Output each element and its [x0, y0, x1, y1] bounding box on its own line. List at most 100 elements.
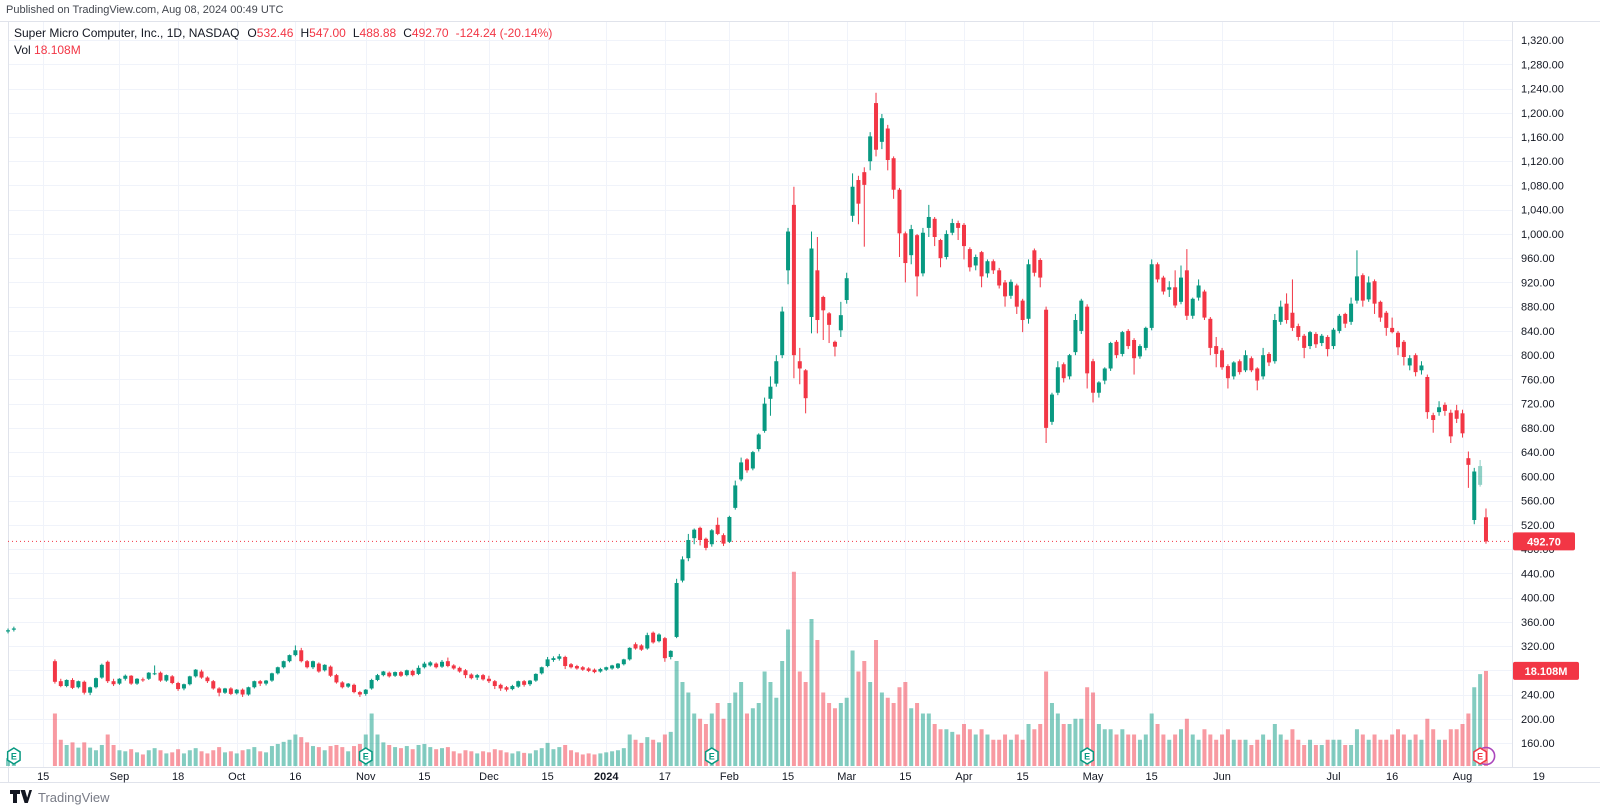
earnings-icon[interactable]: E	[6, 747, 21, 765]
price-tick-label: 1,000.00	[1521, 229, 1564, 241]
candle	[1096, 381, 1101, 398]
candle	[82, 680, 87, 695]
tradingview-brand[interactable]: TradingView	[38, 789, 110, 805]
candle	[1208, 316, 1213, 356]
tradingview-logo-icon[interactable]	[10, 790, 32, 804]
time-tick-label: Oct	[228, 771, 245, 783]
price-tick-label: 920.00	[1521, 277, 1555, 289]
candle	[668, 650, 673, 660]
candle	[1308, 330, 1313, 350]
candle	[1184, 249, 1189, 321]
candle	[1448, 409, 1453, 444]
earnings-icon[interactable]: E	[1080, 747, 1095, 765]
candle	[1331, 327, 1336, 350]
candle	[1014, 283, 1019, 314]
svg-text:E: E	[11, 751, 17, 761]
candle	[1026, 259, 1031, 324]
time-tick-label: Feb	[720, 771, 739, 783]
time-tick-label: 15	[1146, 771, 1158, 783]
candle	[821, 295, 826, 341]
volume-value: 18.108M	[34, 43, 81, 57]
candle	[428, 661, 433, 667]
price-tick-label: 240.00	[1521, 690, 1555, 702]
candle	[357, 690, 362, 697]
candle	[844, 272, 849, 304]
earnings-icon-recent[interactable]: E	[1473, 747, 1488, 765]
candle	[1055, 361, 1060, 396]
candle	[1173, 270, 1178, 308]
candle	[627, 647, 632, 661]
candle	[1266, 352, 1271, 367]
candle	[1108, 341, 1113, 371]
time-tick-label: Sep	[110, 771, 130, 783]
candle	[1396, 330, 1401, 356]
time-tick-label: 15	[1017, 771, 1029, 783]
candle	[1155, 262, 1160, 283]
candle	[956, 220, 961, 241]
candle	[1243, 350, 1248, 373]
candle	[1237, 359, 1242, 375]
candle	[1020, 298, 1025, 333]
candle	[533, 673, 538, 682]
candle	[551, 656, 556, 662]
candle	[1319, 333, 1324, 347]
candle	[1478, 459, 1483, 487]
last-price-badge	[1513, 532, 1575, 551]
time-tick-label: Aug	[1453, 771, 1473, 783]
svg-text:E: E	[363, 751, 369, 761]
candle	[1091, 358, 1096, 403]
candle	[979, 250, 984, 288]
price-tick-label: 560.00	[1521, 496, 1555, 508]
candle	[1061, 362, 1066, 383]
earnings-icon[interactable]: E	[358, 747, 373, 765]
price-tick-label: 1,160.00	[1521, 132, 1564, 144]
candle	[1161, 275, 1166, 295]
price-tick-label: 800.00	[1521, 350, 1555, 362]
time-tick-label: Nov	[356, 771, 376, 783]
candle	[756, 433, 761, 452]
candle	[522, 679, 527, 687]
candle	[1425, 374, 1430, 419]
time-axis[interactable]: 15 Sep 18 Oct 16 Nov 15 Dec 15 2024 17 Feb 15 Mar 15 Ap…	[37, 771, 1545, 783]
candle	[64, 679, 69, 688]
candle	[1073, 313, 1078, 356]
time-tick-label: 15	[899, 771, 911, 783]
ohlc-open: O532.46	[247, 26, 294, 40]
last-price-badge-text: 492.70	[1527, 536, 1561, 548]
candle	[475, 673, 480, 680]
time-tick-label: Mar	[837, 771, 856, 783]
candle	[621, 658, 626, 666]
candle	[1407, 355, 1412, 371]
candle	[305, 659, 310, 669]
candle	[768, 376, 773, 416]
candle	[1049, 392, 1054, 425]
candle	[791, 186, 796, 379]
candle	[692, 528, 697, 545]
earnings-icon[interactable]: E	[704, 747, 719, 765]
price-tick-label: 520.00	[1521, 520, 1555, 532]
price-tick-label: 720.00	[1521, 399, 1555, 411]
candle	[463, 669, 468, 679]
candle	[809, 231, 814, 334]
candle	[99, 663, 104, 679]
price-tick-label: 200.00	[1521, 714, 1555, 726]
candle	[105, 660, 110, 684]
candle	[997, 267, 1002, 289]
symbol-title[interactable]: Super Micro Computer, Inc., 1D, NASDAQ	[14, 26, 240, 40]
candle	[340, 681, 345, 689]
candle	[1003, 280, 1008, 307]
candle	[58, 678, 63, 688]
candle	[1284, 293, 1289, 324]
candle	[346, 683, 351, 688]
candle	[1419, 361, 1424, 375]
candle	[832, 340, 837, 357]
candle	[1143, 326, 1148, 351]
candle	[363, 689, 368, 696]
candle	[1272, 313, 1277, 364]
candle	[164, 674, 169, 682]
candle	[1132, 338, 1137, 375]
candle	[1290, 279, 1295, 331]
price-axis[interactable]: 1,320.00 1,280.00 1,240.00 1,200.00 1,160.00…	[1521, 35, 1564, 750]
candle	[598, 667, 603, 673]
